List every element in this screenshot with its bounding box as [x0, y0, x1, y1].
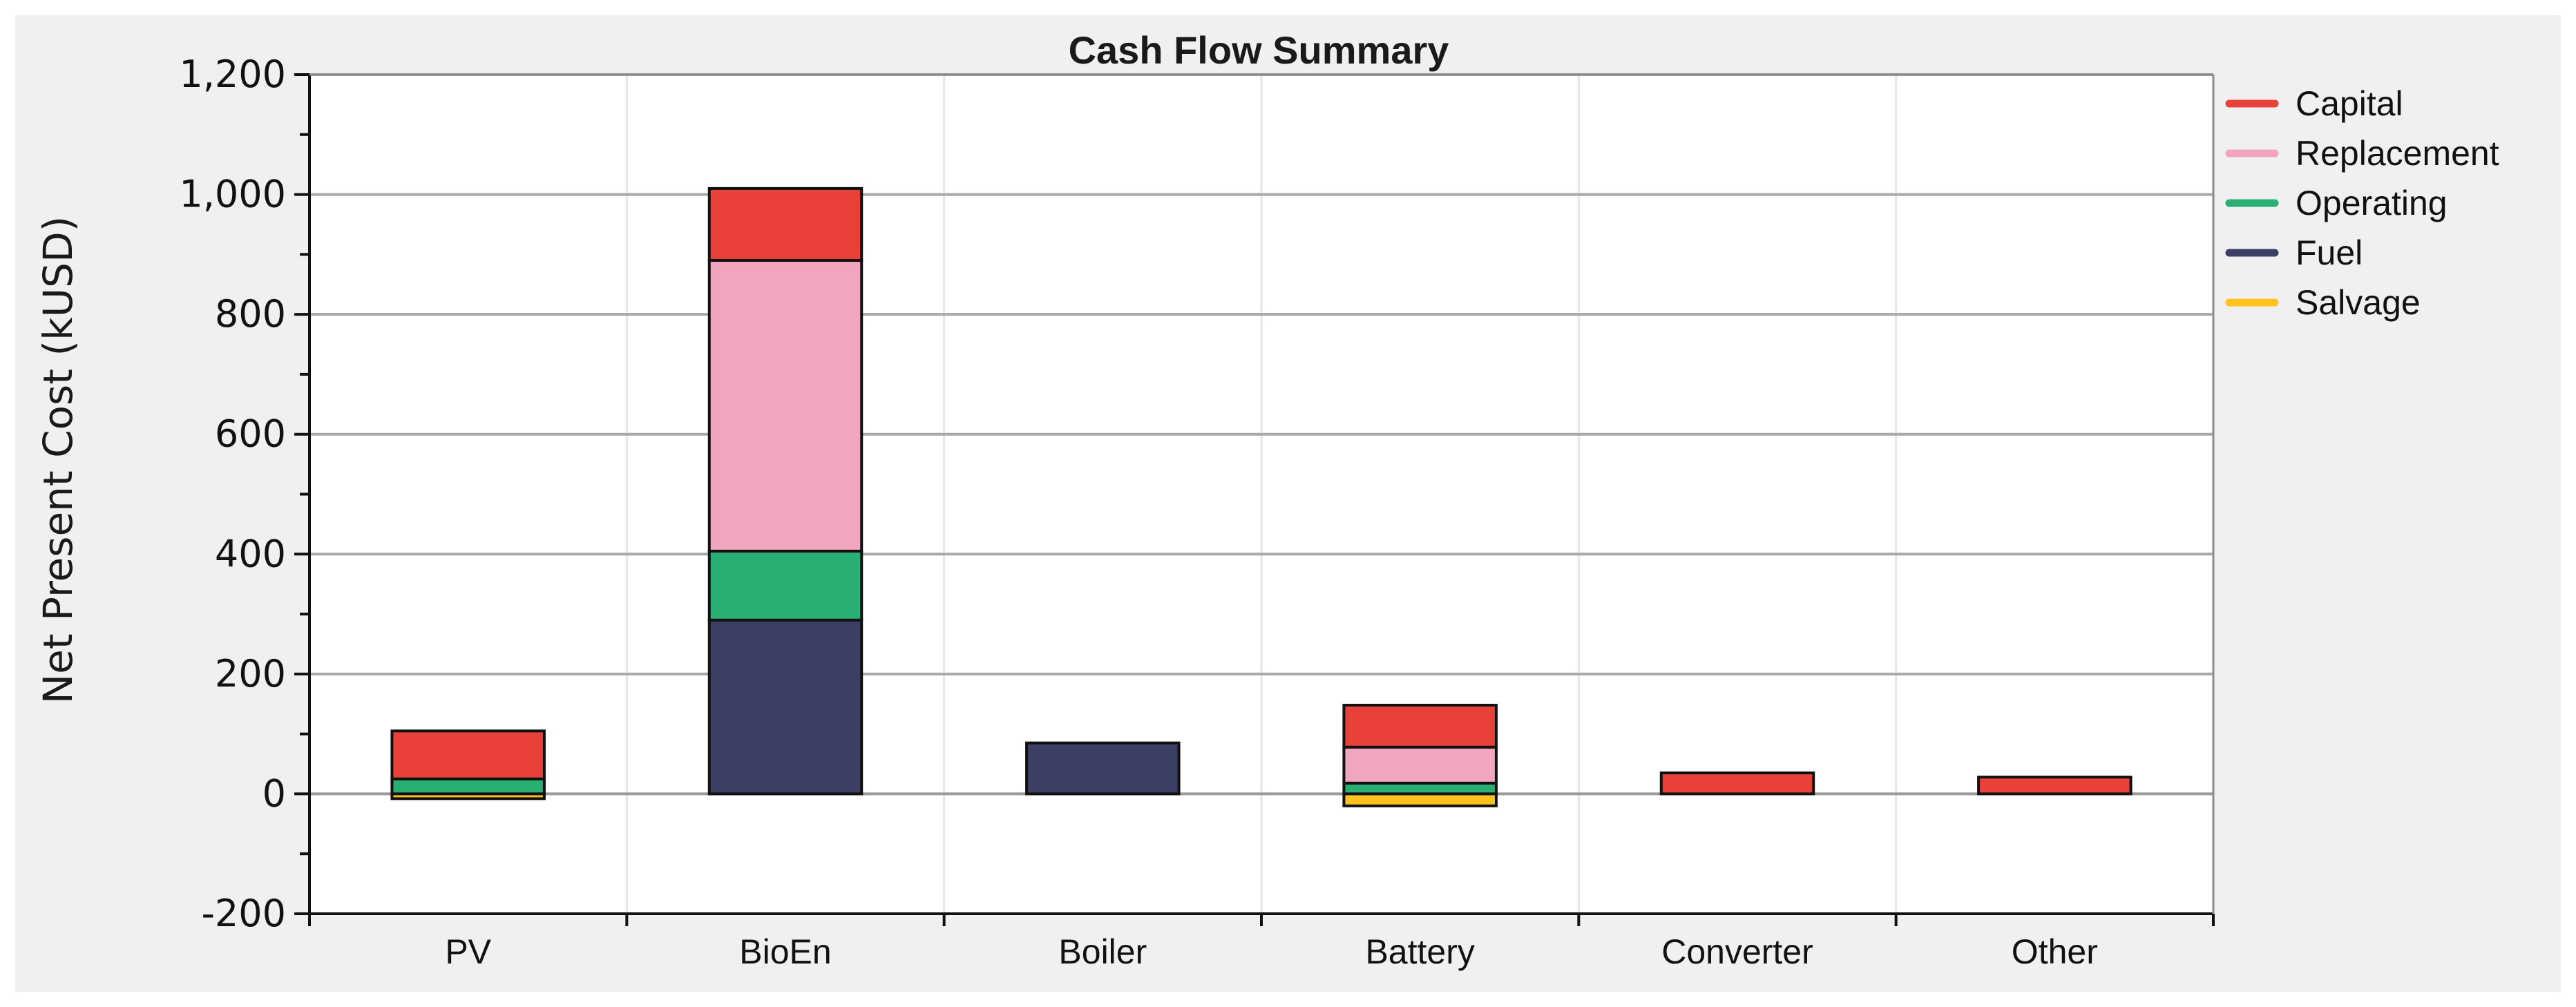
legend-label-replacement: Replacement [2296, 134, 2499, 173]
bar-capital-converter [1659, 771, 1815, 796]
bar-capital-pv [390, 729, 546, 780]
y-tick-label: 1,200 [179, 52, 286, 96]
bar-fuel-boiler [1025, 741, 1181, 796]
x-tick-label: Other [2012, 932, 2098, 971]
y-tick-label: 400 [215, 532, 286, 575]
chart-frame: Cash Flow Summary -200 0 200 400 600 800 1,000… [15, 15, 2561, 992]
bar-replacement-bioen [707, 259, 864, 553]
y-tick-label: -200 [201, 892, 286, 935]
y-tick-label: 0 [263, 771, 286, 815]
y-tick-label: 600 [215, 412, 286, 456]
bar-operating-battery [1342, 781, 1498, 796]
y-tick-label: 1,000 [179, 173, 286, 216]
grid-lines [309, 73, 2213, 914]
bar-fuel-bioen [707, 618, 864, 796]
bar-capital-battery [1342, 703, 1498, 749]
bar-operating-bioen [707, 549, 864, 622]
x-tick-label: Converter [1661, 932, 1813, 971]
legend-label-operating: Operating [2296, 184, 2448, 222]
x-tick-label: Battery [1365, 932, 1474, 971]
legend: Capital Replacement Operating Fuel Salvage [2225, 84, 2499, 322]
bar-salvage-battery [1342, 792, 1498, 807]
bar-operating-pv [390, 777, 546, 796]
x-tick-label: PV [445, 932, 491, 971]
bar-capital-other [1977, 776, 2133, 796]
chart-title: Cash Flow Summary [1069, 28, 1449, 72]
legend-label-capital: Capital [2296, 84, 2403, 123]
bar-capital-bioen [707, 186, 864, 262]
x-tick-label: BioEn [739, 932, 831, 971]
y-axis-label: Net Present Cost (kUSD) [35, 216, 82, 704]
x-tick-label: Boiler [1058, 932, 1147, 971]
axes: -200 0 200 400 600 800 1,000 1,200 PV BioEn Boiler… [179, 52, 2215, 971]
bar-salvage-pv [390, 792, 546, 800]
bars [390, 186, 2133, 807]
cash-flow-chart: Cash Flow Summary -200 0 200 400 600 800 1,000… [35, 28, 2499, 971]
legend-label-salvage: Salvage [2296, 283, 2421, 322]
y-tick-label: 200 [215, 652, 286, 696]
bar-replacement-battery [1342, 745, 1498, 785]
y-tick-label: 800 [215, 292, 286, 336]
legend-label-fuel: Fuel [2296, 233, 2363, 272]
